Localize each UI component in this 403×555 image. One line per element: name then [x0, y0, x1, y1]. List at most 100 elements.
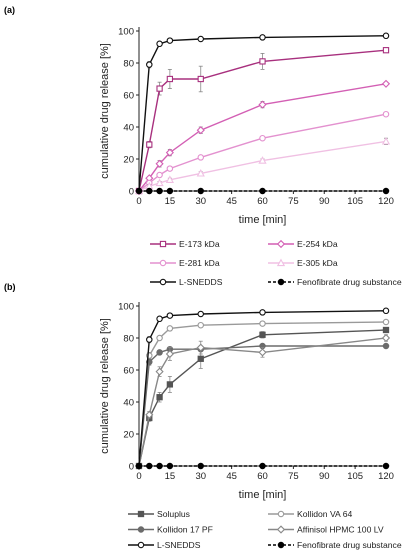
legend-label: Soluplus — [157, 509, 190, 519]
data-point — [381, 333, 391, 343]
data-point — [197, 355, 204, 362]
data-point — [146, 61, 153, 68]
legend-marker — [137, 526, 145, 533]
legend-label: E-281 kDa — [179, 258, 220, 268]
data-point — [196, 168, 205, 177]
legend-item: L-SNEDDS — [128, 540, 201, 550]
data-point — [165, 175, 174, 183]
data-point — [165, 349, 174, 359]
y-tick-label: 0 — [129, 461, 134, 472]
y-tick-label: 100 — [118, 301, 134, 312]
data-point — [135, 187, 143, 195]
data-point — [197, 75, 204, 83]
data-point — [197, 321, 205, 329]
x-tick-label: 105 — [347, 196, 363, 207]
series-5 — [135, 462, 390, 470]
series-3 — [134, 136, 391, 195]
data-point — [166, 75, 174, 83]
data-point — [146, 336, 153, 343]
x-tick-label: 45 — [226, 196, 237, 207]
x-tick-label: 15 — [165, 196, 176, 207]
legend-label: L-SNEDDS — [179, 277, 223, 287]
legend-marker — [137, 510, 145, 518]
data-point — [166, 187, 174, 195]
y-tick-label: 20 — [123, 429, 134, 440]
data-point — [156, 187, 163, 195]
data-point — [382, 318, 390, 326]
data-point — [382, 342, 390, 350]
data-point — [156, 462, 163, 470]
data-point — [382, 326, 390, 334]
data-point — [166, 165, 174, 172]
data-point — [166, 462, 174, 470]
legend-marker — [277, 278, 285, 286]
legend-item: E-305 kDa — [268, 258, 338, 268]
data-point — [382, 47, 390, 54]
legend-marker — [277, 510, 285, 518]
legend-label: E-173 kDa — [179, 239, 220, 249]
data-point — [156, 394, 163, 401]
data-point — [135, 462, 143, 470]
y-tick-label: 60 — [123, 365, 134, 376]
x-tick-label: 0 — [136, 196, 141, 207]
data-point — [146, 141, 153, 148]
data-point — [197, 35, 205, 43]
data-point — [381, 79, 391, 88]
legend-marker — [137, 541, 145, 549]
data-point — [166, 325, 174, 332]
data-point — [197, 310, 205, 318]
data-point — [156, 171, 163, 179]
series-5 — [135, 187, 390, 195]
data-point — [382, 307, 390, 315]
legend-item: E-254 kDa — [268, 239, 338, 249]
data-point — [196, 126, 205, 135]
data-point — [259, 320, 266, 327]
legend-label: E-254 kDa — [297, 239, 338, 249]
legend-item: E-281 kDa — [150, 258, 220, 268]
legend-label: Kollidon VA 64 — [297, 509, 352, 519]
data-point — [196, 343, 205, 352]
legend: Soluplus Kollidon VA 64 Kollidon 17 PF Affi… — [128, 509, 402, 550]
data-point — [258, 156, 267, 164]
data-point — [259, 187, 266, 195]
legend-item: Fenofibrate drug substance — [268, 540, 402, 550]
x-tick-label: 45 — [226, 471, 237, 482]
x-tick-label: 75 — [288, 471, 299, 482]
x-tick-label: 30 — [195, 471, 206, 482]
data-point — [156, 315, 163, 323]
data-point — [166, 381, 174, 388]
data-point — [146, 187, 153, 195]
x-axis-title: time [min] — [239, 489, 287, 501]
legend-label: L-SNEDDS — [157, 540, 201, 550]
panel-label: (b) — [4, 282, 16, 292]
legend-marker — [276, 525, 286, 534]
y-axis-title: cumulative drug release [%] — [99, 43, 111, 179]
data-point — [259, 58, 266, 65]
data-point — [145, 410, 154, 419]
data-point — [146, 462, 153, 470]
legend-marker — [277, 541, 285, 549]
y-tick-label: 20 — [123, 154, 134, 165]
series-4 — [135, 32, 390, 195]
data-point — [166, 37, 174, 44]
data-point — [197, 187, 205, 195]
data-point — [165, 148, 174, 157]
x-tick-label: 90 — [319, 471, 330, 482]
data-point — [156, 40, 163, 48]
legend-item: Affinisol HPMC 100 LV — [268, 525, 384, 535]
data-point — [259, 134, 266, 142]
legend-marker — [276, 258, 286, 267]
y-tick-label: 80 — [123, 333, 134, 344]
x-tick-label: 0 — [136, 471, 141, 482]
data-point — [155, 159, 164, 168]
x-tick-label: 75 — [288, 196, 299, 207]
x-tick-label: 15 — [165, 471, 176, 482]
legend-label: E-305 kDa — [297, 258, 338, 268]
data-point — [156, 334, 163, 342]
chart-panel-a: (a) 0 20 40 60 80 100 0 15 30 45 60 75 90 105 120 cumula… — [4, 5, 402, 287]
data-point — [156, 85, 163, 92]
data-point — [382, 187, 390, 195]
data-point — [382, 32, 390, 40]
data-point — [382, 462, 390, 470]
x-tick-label: 30 — [195, 196, 206, 207]
